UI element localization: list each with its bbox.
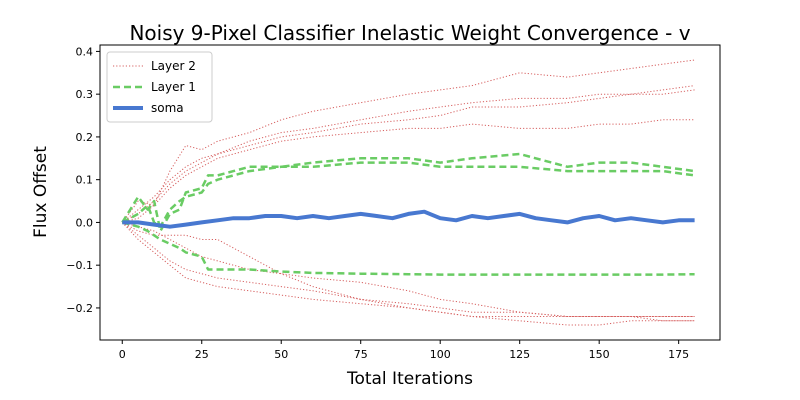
x-axis-ticks: 0 25 50 75 100 125 150 175	[119, 340, 689, 361]
series-line-layer-2-2	[122, 85, 695, 223]
series-line-layer-2-0	[121, 59, 695, 223]
y-tick-label: 0.4	[76, 45, 94, 58]
series-soma	[122, 209, 695, 229]
series-line-layer-2-4	[121, 222, 695, 317]
series-line-layer-2-7	[122, 221, 695, 317]
y-tick-label: 0.0	[76, 216, 94, 229]
legend: Layer 2 Layer 1 soma	[106, 51, 213, 123]
x-tick-label: 75	[354, 348, 368, 361]
y-tick-label: −0.1	[66, 259, 93, 272]
y-tick-label: 0.3	[76, 88, 94, 101]
legend-label-layer-1: Layer 1	[151, 80, 196, 94]
x-tick-label: 125	[509, 348, 530, 361]
chart-title: Noisy 9-Pixel Classifier Inelastic Weigh…	[129, 21, 690, 45]
series-line-layer-2-5	[121, 222, 695, 322]
legend-label-layer-2: Layer 2	[151, 59, 196, 73]
x-tick-label: 100	[430, 348, 451, 361]
series-line-layer-1-0	[121, 152, 695, 233]
series-line-layer-2-1	[121, 89, 695, 223]
x-tick-label: 0	[119, 348, 126, 361]
y-tick-label: 0.2	[76, 131, 94, 144]
x-axis-label: Total Iterations	[346, 369, 473, 389]
x-tick-label: 175	[668, 348, 689, 361]
series-line-layer-2-3	[122, 119, 695, 223]
y-axis-label: Flux Offset	[31, 146, 51, 238]
x-tick-label: 150	[589, 348, 610, 361]
series-layer-2	[121, 59, 695, 326]
series-layer	[121, 59, 695, 326]
y-tick-label: 0.1	[76, 174, 94, 187]
legend-label-soma: soma	[151, 101, 184, 115]
x-tick-label: 50	[274, 348, 288, 361]
y-tick-label: −0.2	[66, 302, 93, 315]
series-line-soma-0	[122, 209, 695, 229]
legend-frame	[106, 51, 213, 123]
x-tick-label: 25	[195, 348, 209, 361]
y-axis-ticks: −0.2 −0.1 0.0 0.1 0.2 0.3 0.4	[66, 45, 100, 315]
